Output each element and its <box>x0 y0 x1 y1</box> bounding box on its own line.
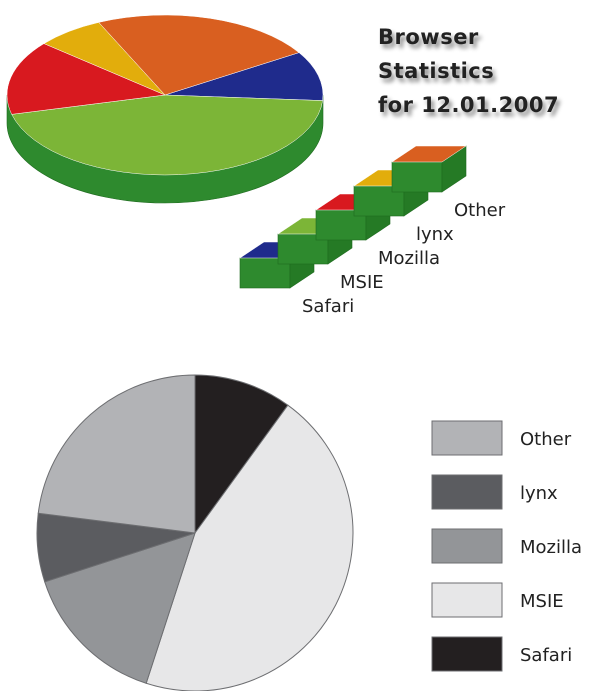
legend-flat-item-lynx: lynx <box>431 474 558 510</box>
pie-chart-flat: Other lynx Mozilla MSIE Safari <box>36 374 582 691</box>
pie-3d-slice-other <box>98 14 300 96</box>
legend-flat-label: Safari <box>520 645 572 666</box>
legend-flat-swatch <box>431 420 503 456</box>
legend-flat-swatch <box>431 528 503 564</box>
pie-3d-slice-msie <box>11 94 323 176</box>
legend-3d-label-lynx: lynx <box>416 224 454 245</box>
legend-flat-item-msie: MSIE <box>431 582 564 618</box>
legend-flat-label: lynx <box>520 483 558 504</box>
legend-flat-swatch <box>431 636 503 672</box>
chart-title: Browser Statistics for 12.01.2007 <box>378 20 600 122</box>
legend-flat: Other lynx Mozilla MSIE Safari <box>431 420 582 672</box>
chart-title-line1: Browser Statistics <box>378 25 495 83</box>
legend-flat-label: Mozilla <box>520 537 582 558</box>
legend-3d-label-mozilla: Mozilla <box>378 248 440 269</box>
legend-3d-block-top <box>391 145 467 163</box>
pie-flat-slices <box>36 374 354 691</box>
pie-3d-slice-mozilla <box>6 43 166 115</box>
chart-title-line2: for 12.01.2007 <box>378 93 560 117</box>
legend-3d-label-safari: Safari <box>302 296 354 317</box>
pie-3d-slice-safari <box>164 52 324 101</box>
legend-flat-item-other: Other <box>431 420 572 456</box>
legend-flat-swatch <box>431 582 503 618</box>
legend-flat-label: Other <box>520 429 572 450</box>
legend-3d-label-msie: MSIE <box>340 272 384 293</box>
pie-flat-slice-other <box>37 374 196 534</box>
legend-flat-item-safari: Safari <box>431 636 572 672</box>
legend-flat-swatch <box>431 474 503 510</box>
pie-3d-slices <box>6 14 324 176</box>
legend-3d-block-other <box>391 145 467 193</box>
legend-flat-item-mozilla: Mozilla <box>431 528 582 564</box>
legend-3d-label-other: Other <box>454 200 506 221</box>
legend-flat-label: MSIE <box>520 591 564 612</box>
legend-3d-blocks <box>239 145 467 289</box>
pie-flat-slice-mozilla <box>44 532 196 684</box>
legend-3d-block-front <box>391 161 443 193</box>
pie-flat-slice-safari <box>194 374 289 535</box>
